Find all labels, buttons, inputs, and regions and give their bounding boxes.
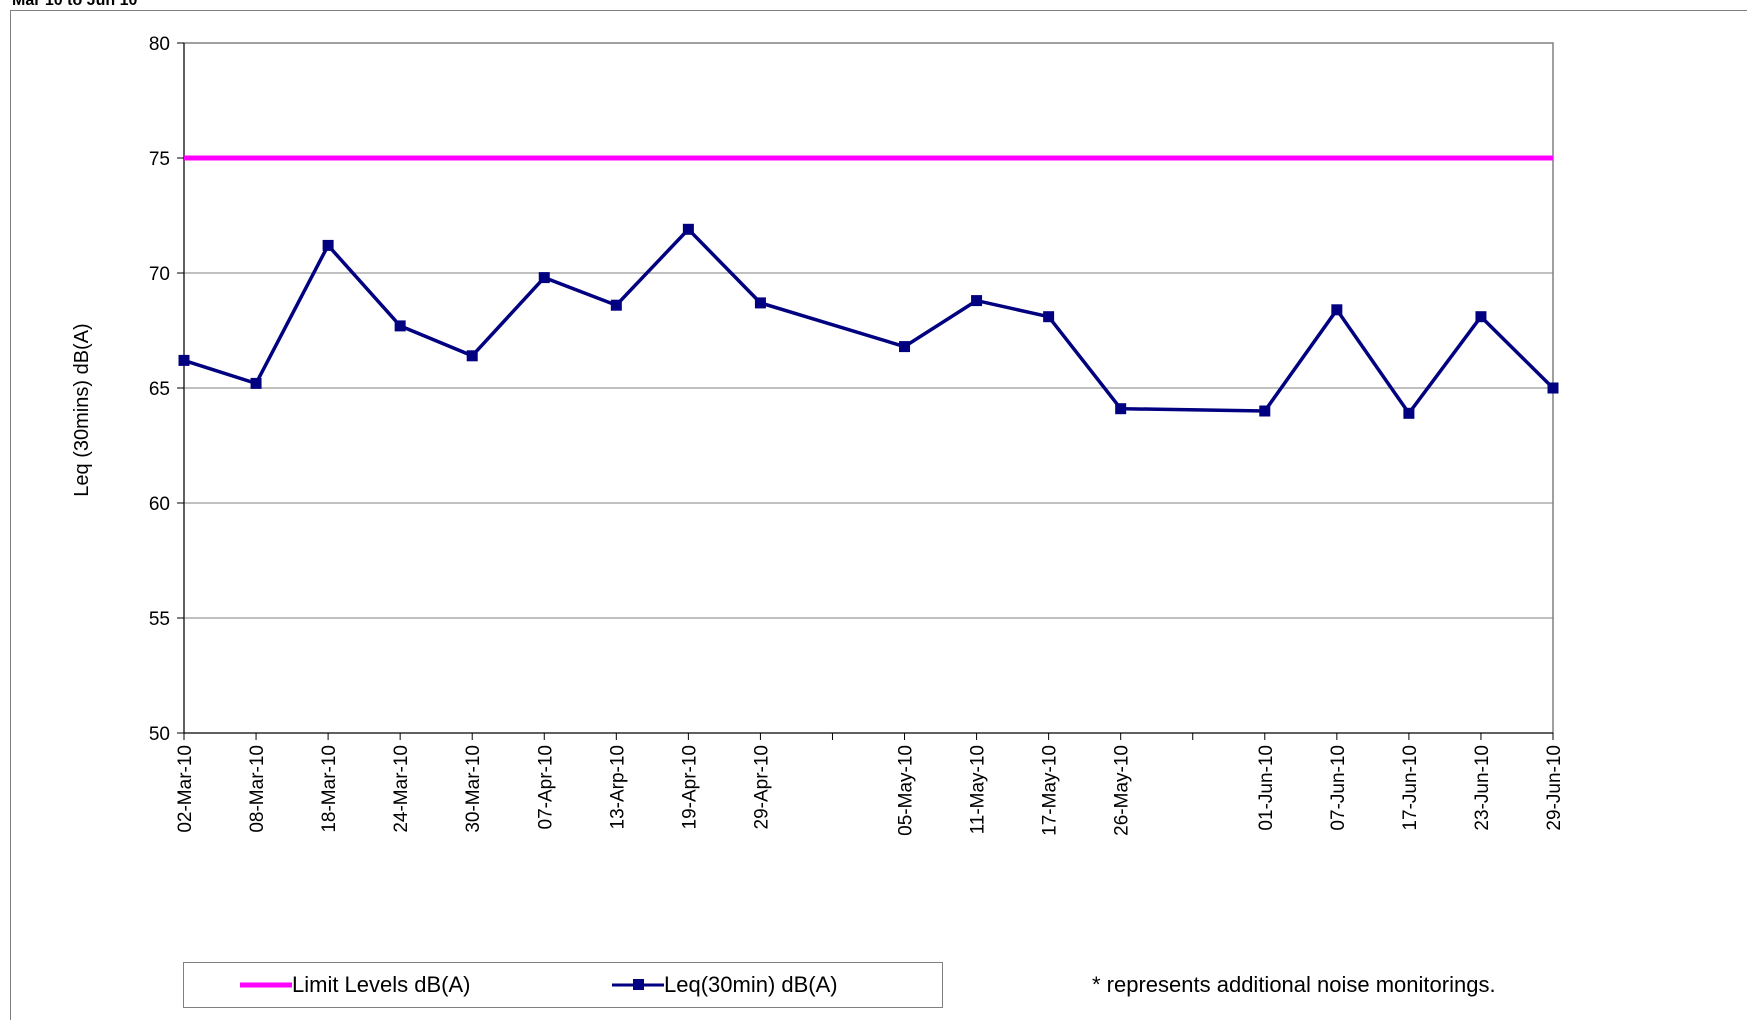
x-tick-label: 17-May-10 bbox=[1040, 745, 1061, 836]
data-point-leq bbox=[1331, 304, 1343, 316]
data-point-leq bbox=[971, 295, 983, 307]
y-tick-label: 50 bbox=[149, 724, 170, 745]
y-tick-labels: 50 55 60 65 70 75 80 bbox=[149, 34, 170, 745]
y-axis-label: Leq (30mins) dB(A) bbox=[71, 323, 93, 496]
y-tick-label: 80 bbox=[149, 34, 170, 55]
data-point-leq bbox=[1115, 403, 1127, 415]
legend-swatch-leq bbox=[612, 979, 664, 990]
data-point-leq bbox=[610, 299, 622, 311]
data-point-leq bbox=[394, 320, 406, 332]
data-point-leq bbox=[1547, 382, 1559, 394]
legend-label-leq: Leq(30min) dB(A) bbox=[664, 972, 838, 997]
data-point-leq bbox=[1403, 407, 1415, 419]
chart-title: Mar 10 to Jun 10 bbox=[12, 0, 138, 9]
legend-item-limit: Limit Levels dB(A) bbox=[240, 963, 471, 1007]
x-tick-label: 29-Jun-10 bbox=[1544, 745, 1565, 831]
data-point-leq bbox=[754, 297, 766, 309]
x-tick-label: 13-Arp-10 bbox=[607, 745, 628, 830]
x-tick-label: 29-Apr-10 bbox=[751, 745, 772, 830]
data-point-leq bbox=[1475, 311, 1487, 323]
x-tick-label: 07-Apr-10 bbox=[535, 745, 556, 830]
x-tick-label: 23-Jun-10 bbox=[1472, 745, 1493, 831]
y-tick-label: 55 bbox=[149, 609, 170, 630]
x-tick-label: 17-Jun-10 bbox=[1400, 745, 1421, 831]
legend-swatch-limit bbox=[240, 982, 292, 988]
x-tick-label: 18-Mar-10 bbox=[319, 745, 340, 833]
x-tick-label: 26-May-10 bbox=[1112, 745, 1133, 836]
y-tick-label: 75 bbox=[149, 149, 170, 170]
x-tick-label: 07-Jun-10 bbox=[1328, 745, 1349, 831]
x-tick-label: 01-Jun-10 bbox=[1256, 745, 1277, 831]
series-lines bbox=[178, 155, 1559, 419]
axes bbox=[177, 42, 1554, 740]
legend-label-limit: Limit Levels dB(A) bbox=[292, 972, 471, 997]
y-tick-label: 70 bbox=[149, 264, 170, 285]
data-point-leq bbox=[178, 354, 190, 366]
data-point-leq bbox=[1043, 311, 1055, 323]
x-tick-label: 05-May-10 bbox=[896, 745, 917, 836]
data-point-leq bbox=[322, 239, 334, 251]
data-point-leq bbox=[682, 223, 694, 235]
x-tick-label: 08-Mar-10 bbox=[247, 745, 268, 833]
y-tick-label: 65 bbox=[149, 379, 170, 400]
chart-frame bbox=[10, 10, 1747, 1020]
data-point-leq bbox=[538, 272, 550, 284]
chart-annotation: * represents additional noise monitoring… bbox=[1092, 972, 1496, 997]
legend: Limit Levels dB(A) Leq(30min) dB(A) bbox=[183, 962, 943, 1008]
x-tick-label: 02-Mar-10 bbox=[175, 745, 196, 833]
x-tick-labels: 02-Mar-10 08-Mar-10 18-Mar-10 24-Mar-10 30-M… bbox=[175, 745, 1565, 836]
series-line-leq bbox=[183, 226, 1555, 417]
x-tick-label: 30-Mar-10 bbox=[463, 745, 484, 833]
data-point-leq bbox=[250, 377, 262, 389]
data-point-leq bbox=[899, 341, 911, 353]
x-tick-label: 11-May-10 bbox=[968, 745, 989, 834]
data-point-leq bbox=[1259, 405, 1271, 417]
y-tick-label: 60 bbox=[149, 494, 170, 515]
x-tick-label: 24-Mar-10 bbox=[391, 745, 412, 833]
legend-item-leq: Leq(30min) dB(A) bbox=[612, 963, 838, 1007]
data-point-leq bbox=[466, 350, 478, 362]
gridlines bbox=[184, 157, 1553, 619]
x-tick-label: 19-Apr-10 bbox=[679, 745, 700, 830]
